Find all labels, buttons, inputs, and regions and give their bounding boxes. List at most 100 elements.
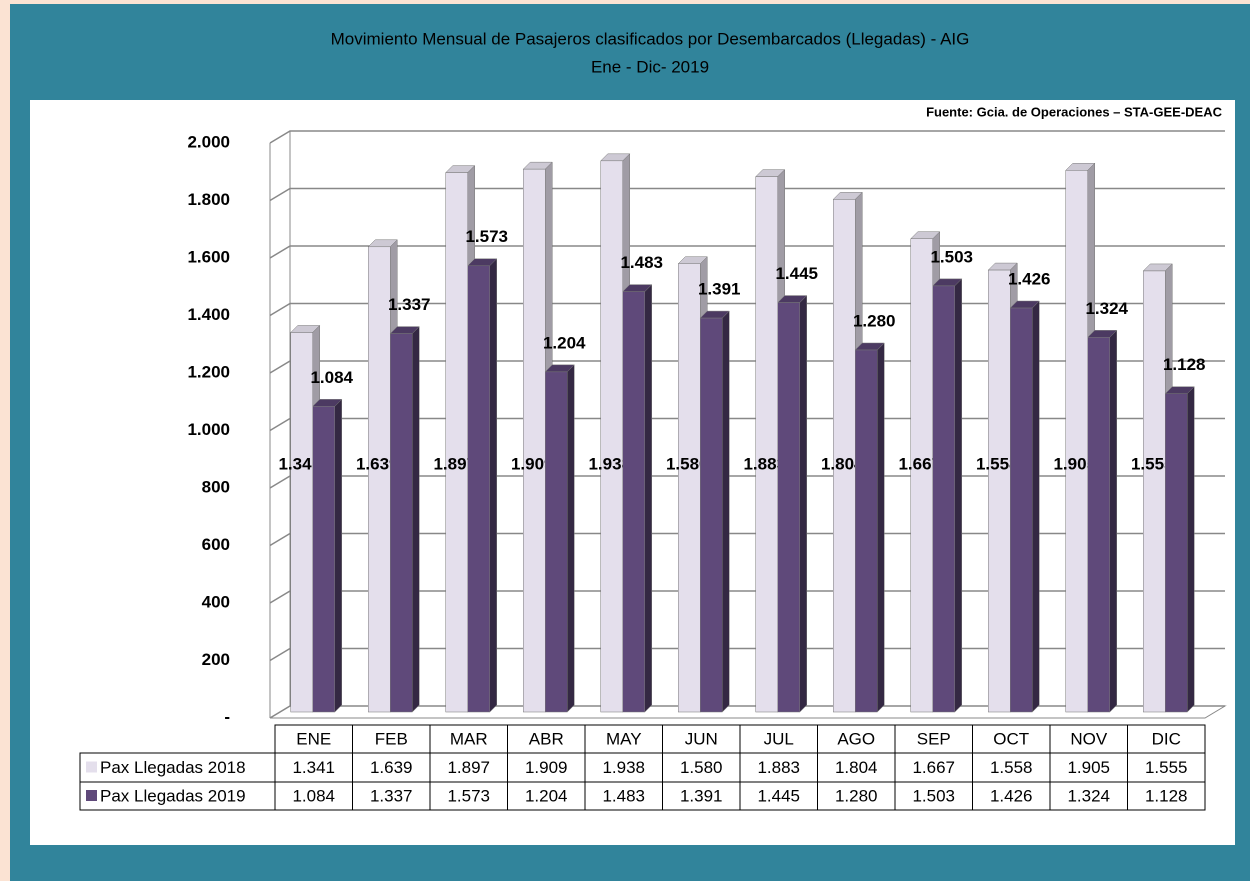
data-label: 1.555 xyxy=(1131,454,1174,473)
y-tick-label: 1.800 xyxy=(187,190,230,209)
bar xyxy=(700,317,723,713)
data-label: 1.883 xyxy=(743,454,786,473)
chart-title: Movimiento Mensual de Pasajeros clasific… xyxy=(331,29,970,48)
y-tick-label: 800 xyxy=(202,477,230,496)
table-cell: 1.897 xyxy=(447,758,490,777)
bar xyxy=(445,172,468,713)
bar-side xyxy=(954,278,962,713)
table-cell: 1.503 xyxy=(912,786,955,805)
x-tick-label: MAR xyxy=(450,729,488,748)
bar xyxy=(1087,337,1110,713)
bar-side xyxy=(567,364,575,713)
bar xyxy=(545,371,568,713)
grid-line xyxy=(269,187,1225,202)
data-label: 1.909 xyxy=(511,454,554,473)
table-cell: 1.128 xyxy=(1145,786,1188,805)
data-label: 1.897 xyxy=(433,454,476,473)
table-cell: 1.426 xyxy=(990,786,1033,805)
data-label: 1.938 xyxy=(588,454,631,473)
bar xyxy=(777,302,800,713)
x-tick-label: OCT xyxy=(993,729,1029,748)
y-tick-label: 1.600 xyxy=(187,247,230,266)
bar-side xyxy=(1032,300,1040,713)
x-tick-label: NOV xyxy=(1070,729,1108,748)
table-cell: 1.555 xyxy=(1145,758,1188,777)
y-tick-label: 2.000 xyxy=(187,132,230,151)
bar xyxy=(932,285,955,713)
data-label: 1.905 xyxy=(1053,454,1096,473)
data-label: 1.204 xyxy=(543,333,586,352)
bar xyxy=(1010,307,1033,713)
legend-swatch xyxy=(86,790,97,801)
data-label: 1.804 xyxy=(821,454,864,473)
table-cell: 1.905 xyxy=(1067,758,1110,777)
bar xyxy=(1143,270,1166,713)
bar-side xyxy=(412,326,420,713)
data-label: 1.128 xyxy=(1163,355,1206,374)
bar xyxy=(467,265,490,713)
table-cell: 1.804 xyxy=(835,758,878,777)
y-tick-label: 400 xyxy=(202,592,230,611)
data-label: 1.573 xyxy=(465,227,508,246)
x-tick-label: JUL xyxy=(764,729,794,748)
legend-swatch xyxy=(86,761,97,773)
bar xyxy=(622,291,645,713)
bar xyxy=(1165,393,1188,713)
bar xyxy=(755,176,778,713)
bar xyxy=(910,238,933,713)
legend-label: Pax Llegadas 2018 xyxy=(100,758,246,777)
bar xyxy=(1065,170,1088,713)
bar xyxy=(855,349,878,713)
table-cell: 1.483 xyxy=(602,786,645,805)
data-label: 1.639 xyxy=(356,454,399,473)
data-label: 1.558 xyxy=(976,454,1019,473)
data-label: 1.084 xyxy=(310,368,353,387)
table-cell: 1.391 xyxy=(680,786,723,805)
data-label: 1.426 xyxy=(1008,270,1051,289)
table-cell: 1.337 xyxy=(370,786,413,805)
table-cell: 1.883 xyxy=(757,758,800,777)
x-tick-label: MAY xyxy=(606,729,642,748)
data-label: 1.324 xyxy=(1085,299,1128,318)
x-tick-label: DIC xyxy=(1152,729,1181,748)
table-cell: 1.558 xyxy=(990,758,1033,777)
x-tick-label: SEP xyxy=(917,729,951,748)
bar-side xyxy=(799,294,807,713)
data-label: 1.280 xyxy=(853,311,896,330)
table-cell: 1.580 xyxy=(680,758,723,777)
table-cell: 1.324 xyxy=(1067,786,1110,805)
bar xyxy=(600,160,623,713)
data-label: 1.445 xyxy=(775,264,818,283)
bar-side xyxy=(1187,386,1195,713)
data-label: 1.503 xyxy=(930,247,973,266)
bar xyxy=(312,406,335,713)
bar xyxy=(290,332,313,713)
data-label: 1.337 xyxy=(388,295,431,314)
data-label: 1.483 xyxy=(620,253,663,272)
bar-side xyxy=(334,398,342,713)
y-tick-label: 1.400 xyxy=(187,305,230,324)
y-tick-label: 1.000 xyxy=(187,420,230,439)
table-cell: 1.084 xyxy=(292,786,335,805)
x-tick-label: ABR xyxy=(529,729,564,748)
bar xyxy=(988,269,1011,713)
data-label: 1.391 xyxy=(698,280,741,299)
grid-line xyxy=(269,130,1225,144)
table-cell: 1.204 xyxy=(525,786,568,805)
table-cell: 1.667 xyxy=(912,758,955,777)
legend-label: Pax Llegadas 2019 xyxy=(100,786,246,805)
bar-side xyxy=(722,310,730,713)
data-label: 1.341 xyxy=(278,454,321,473)
bar-side xyxy=(877,342,885,713)
table-cell: 1.280 xyxy=(835,786,878,805)
y-tick-label: 200 xyxy=(202,650,230,669)
bar xyxy=(368,246,391,713)
y-tick-label: - xyxy=(224,707,230,726)
x-tick-label: JUN xyxy=(685,729,718,748)
source-note: Fuente: Gcia. de Operaciones – STA-GEE-D… xyxy=(926,104,1223,119)
y-tick-label: 600 xyxy=(202,535,230,554)
bar-side xyxy=(1109,329,1117,713)
bar-side xyxy=(644,284,652,713)
x-tick-label: ENE xyxy=(296,729,331,748)
